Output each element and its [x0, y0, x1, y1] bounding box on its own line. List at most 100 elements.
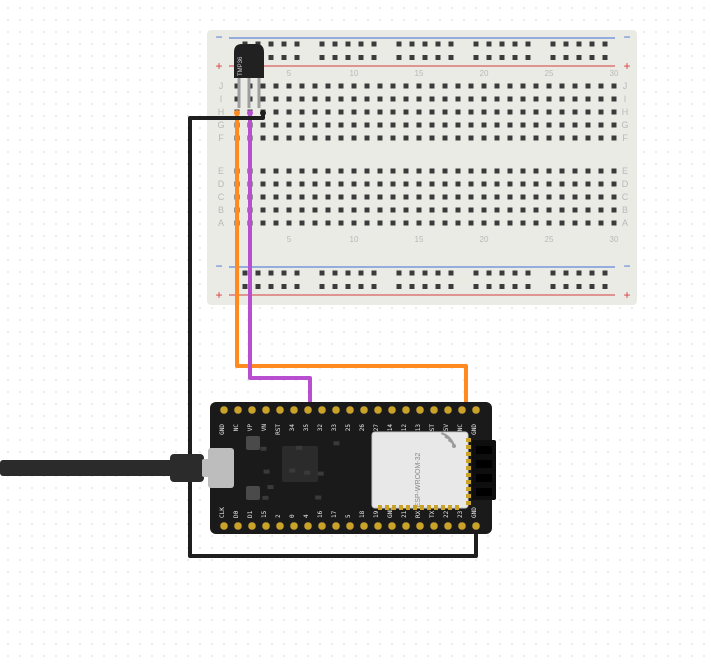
- esp32-pin-bottom: [360, 522, 368, 530]
- esp32-pin-top: [346, 406, 354, 414]
- esp32-pin-bottom: [234, 522, 242, 530]
- svg-text:10: 10: [350, 69, 359, 78]
- esp32-pin-top: [472, 406, 480, 414]
- svg-text:J: J: [219, 81, 224, 91]
- esp32-pin-top: [402, 406, 410, 414]
- svg-text:−: −: [623, 30, 630, 44]
- esp32-pin-label-top: 27: [373, 424, 380, 432]
- esp32-pin-top: [388, 406, 396, 414]
- esp32-pin-label-top: 14: [387, 424, 394, 432]
- svg-text:G: G: [621, 120, 628, 130]
- esp32-pin-label-bottom: D0: [233, 510, 240, 518]
- esp32-pin-label-top: NC: [457, 424, 464, 432]
- esp32-pin-bottom: [416, 522, 424, 530]
- esp32-pin-top: [290, 406, 298, 414]
- usb-plug-tip: [202, 459, 218, 477]
- esp32-pin-bottom: [388, 522, 396, 530]
- tmp36-sensor: TMP36: [234, 44, 264, 108]
- svg-text:D: D: [622, 179, 629, 189]
- esp32-pin-top: [318, 406, 326, 414]
- esp32-pin-label-top: VP: [247, 424, 254, 432]
- svg-text:C: C: [218, 192, 225, 202]
- svg-text:F: F: [218, 133, 224, 143]
- esp32-pin-bottom: [304, 522, 312, 530]
- esp32-pin-bottom: [444, 522, 452, 530]
- svg-text:20: 20: [480, 69, 489, 78]
- svg-text:30: 30: [610, 69, 619, 78]
- esp32-pin-label-bottom: 15: [261, 510, 268, 518]
- esp32-pin-top: [332, 406, 340, 414]
- svg-text:H: H: [622, 107, 629, 117]
- svg-text:+: +: [215, 59, 222, 73]
- esp32-pin-bottom: [262, 522, 270, 530]
- svg-text:E: E: [218, 166, 224, 176]
- usb-cable-wire: [0, 460, 180, 476]
- usb-cable: [0, 454, 218, 482]
- esp32-pin-label-bottom: 16: [317, 510, 324, 518]
- esp32-pin-label-top: 32: [317, 424, 324, 432]
- esp32-pin-top: [262, 406, 270, 414]
- esp32-pin-label-bottom: 4: [303, 514, 310, 518]
- esp32-pin-label-bottom: 21: [401, 510, 408, 518]
- wiring-diagram: −−++ −−++ JJIIHHGGFFEEDDCCBBAA1155101015…: [0, 0, 711, 666]
- esp32-pin-top: [304, 406, 312, 414]
- esp32-pin-bottom: [220, 522, 228, 530]
- tmp36-lead: [258, 78, 261, 108]
- tmp36-lead: [238, 78, 241, 108]
- svg-text:25: 25: [545, 235, 554, 244]
- svg-text:F: F: [622, 133, 628, 143]
- svg-text:J: J: [623, 81, 628, 91]
- esp32-pin-label-top: 12: [401, 424, 408, 432]
- esp32-pin-label-bottom: 2: [275, 514, 282, 518]
- esp32-pin-bottom: [290, 522, 298, 530]
- svg-text:E: E: [622, 166, 628, 176]
- esp32-pin-label-top: GND: [219, 424, 226, 435]
- esp32-pin-label-bottom: 18: [359, 510, 366, 518]
- esp32-pin-bottom: [374, 522, 382, 530]
- esp32-pin-top: [360, 406, 368, 414]
- esp32-pin-bottom: [276, 522, 284, 530]
- esp32-pin-top: [374, 406, 382, 414]
- esp32-button-en: [246, 486, 260, 500]
- esp32-pin-label-top: 5V: [443, 424, 450, 432]
- svg-text:A: A: [218, 218, 224, 228]
- esp32-pin-label-top: 34: [289, 424, 296, 432]
- esp32-pin-label-bottom: RX: [415, 510, 422, 518]
- esp32-pin-label-top: VN: [261, 424, 268, 432]
- esp32-pin-label-bottom: CLK: [219, 507, 226, 518]
- svg-text:C: C: [622, 192, 629, 202]
- svg-text:15: 15: [415, 69, 424, 78]
- esp32-pin-top: [458, 406, 466, 414]
- esp32-pin-bottom: [430, 522, 438, 530]
- esp32-board: GNDCLKNCD0VPD1VN15RST2340354321633172552…: [208, 402, 496, 534]
- esp32-pin-label-bottom: GND: [471, 507, 478, 518]
- svg-text:30: 30: [610, 235, 619, 244]
- esp32-pin-label-top: RST: [275, 424, 282, 435]
- esp32-pin-top: [234, 406, 242, 414]
- esp32-pin-label-top: 13: [415, 424, 422, 432]
- esp32-button-boot: [246, 436, 260, 450]
- svg-text:B: B: [218, 205, 224, 215]
- svg-text:15: 15: [415, 235, 424, 244]
- esp32-pin-label-bottom: 17: [331, 510, 338, 518]
- esp32-pin-label-bottom: TX: [429, 510, 436, 518]
- esp32-pin-label-top: 35: [303, 424, 310, 432]
- svg-text:10: 10: [350, 235, 359, 244]
- esp32-pin-label-top: GND: [471, 424, 478, 435]
- esp32-pin-label-top: 25: [345, 424, 352, 432]
- svg-text:I: I: [624, 94, 627, 104]
- svg-text:I: I: [220, 94, 223, 104]
- svg-text:+: +: [215, 288, 222, 302]
- esp32-pin-top: [276, 406, 284, 414]
- svg-text:−: −: [215, 259, 222, 273]
- tmp36-lead: [248, 78, 251, 108]
- esp32-pin-label-bottom: 22: [443, 510, 450, 518]
- esp32-shield-label: ESP-WROOM-32: [415, 452, 422, 507]
- esp32-pin-label-top: 26: [359, 424, 366, 432]
- esp32-pin-top: [248, 406, 256, 414]
- esp32-pin-label-top: 33: [331, 424, 338, 432]
- esp32-pin-label-bottom: 5: [345, 514, 352, 518]
- esp32-pin-top: [444, 406, 452, 414]
- svg-text:+: +: [623, 59, 630, 73]
- esp32-pin-label-bottom: 0: [289, 514, 296, 518]
